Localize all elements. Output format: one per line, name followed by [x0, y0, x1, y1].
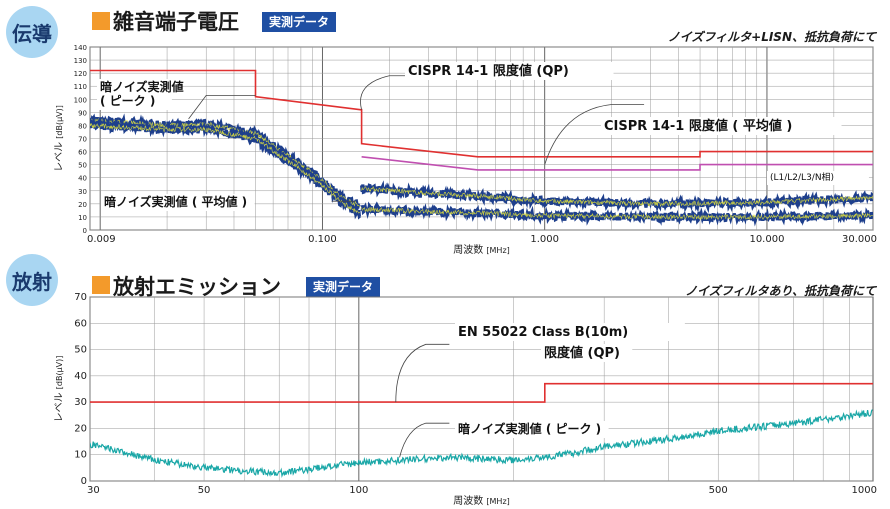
y-tick-label: 140	[74, 44, 87, 52]
x-tick-label: 10.000	[749, 234, 784, 245]
accent-square	[92, 276, 110, 294]
y-axis-label: レベル [dB(μV)]	[53, 356, 65, 423]
x-axis-label: 周波数 [MHz]	[453, 494, 510, 507]
measured-data-tag: 実測データ	[262, 12, 337, 32]
callout-leader	[399, 422, 450, 458]
y-tick-label: 110	[74, 83, 87, 91]
y-tick-label: 70	[74, 292, 87, 303]
callout-leader	[395, 343, 450, 403]
x-tick-label: 30	[87, 485, 100, 496]
measured-data-tag: 実測データ	[306, 277, 381, 297]
callout-leader	[360, 75, 415, 110]
x-tick-label: 500	[709, 485, 728, 496]
y-tick-label: 0	[81, 476, 87, 487]
callout-leader	[188, 94, 256, 120]
callout-cispr-avg: CISPR 14-1 限度値 ( 平均値 )	[601, 117, 842, 135]
x-tick-label: 0.009	[87, 234, 116, 245]
y-tick-label: 100	[74, 96, 87, 104]
x-tick-label: 1000	[852, 485, 877, 496]
y-tick-label: 60	[78, 149, 87, 157]
callout-cispr-qp: CISPR 14-1 限度値 (QP)	[405, 62, 614, 80]
callout-bg	[601, 117, 842, 135]
callout-bg	[767, 171, 869, 185]
y-tick-label: 50	[74, 345, 87, 356]
measurement-condition: ノイズフィルタ+LISN、抵抗負荷にて	[667, 30, 876, 44]
y-tick-label: 60	[74, 318, 87, 329]
callout-text: 暗ノイズ実測値	[100, 79, 184, 94]
callout-phase: (L1/L2/L3/N相)	[767, 171, 869, 185]
noise-trace-highlight	[90, 122, 361, 214]
y-tick-label: 30	[78, 188, 87, 196]
accent-square	[92, 12, 110, 30]
plot-data	[90, 382, 873, 479]
callout-bg	[405, 62, 614, 80]
y-axis-label: レベル [dB(μV)]	[53, 105, 65, 172]
callout-leader	[544, 104, 645, 165]
noise-trace-highlight	[361, 207, 873, 221]
y-tick-label: 50	[78, 162, 87, 170]
callout-text: 限度値 (QP)	[544, 345, 620, 361]
callout-bg	[455, 421, 609, 438]
y-tick-label: 40	[78, 175, 87, 183]
limit-line	[90, 382, 873, 403]
callout-bg	[97, 79, 172, 110]
x-tick-label: 50	[198, 485, 211, 496]
x-tick-label: 30.000	[842, 234, 877, 245]
section-title-radiated: 放射エミッション	[113, 275, 281, 299]
section-title-conducted: 雑音端子電圧	[113, 10, 239, 34]
section-badge-conducted: 伝導	[6, 6, 58, 58]
callout-bg	[541, 344, 633, 362]
y-tick-label: 10	[74, 450, 87, 461]
limit-line	[361, 156, 873, 171]
y-tick-label: 40	[74, 371, 87, 382]
x-tick-label: 1.000	[530, 234, 559, 245]
y-tick-label: 120	[74, 70, 87, 78]
callout-en55022: EN 55022 Class B(10m)	[455, 323, 685, 341]
y-tick-label: 130	[74, 57, 87, 65]
y-tick-label: 0	[83, 227, 87, 235]
noise-trace	[90, 116, 362, 220]
callout-limit-qp: 限度値 (QP)	[541, 344, 633, 362]
chart-1: 0 10 20 30 40 50 60 70 80 90 100 110 120 130 140 0.009 0…	[53, 44, 877, 256]
y-tick-label: 70	[78, 136, 87, 144]
callout-text: ( ピーク )	[100, 94, 155, 108]
callout-text: (L1/L2/L3/N相)	[770, 171, 834, 183]
x-tick-label: 100	[349, 485, 368, 496]
section-badge-radiated: 放射	[6, 254, 58, 306]
measurement-condition: ノイズフィルタあり、抵抗負荷にて	[685, 284, 876, 298]
callout-bg	[455, 323, 685, 341]
y-tick-label: 80	[78, 122, 87, 130]
plot-data	[90, 69, 873, 227]
callout-text: 暗ノイズ実測値 ( ピーク )	[458, 421, 601, 436]
callout-text: CISPR 14-1 限度値 (QP)	[408, 63, 569, 79]
callout-text: 暗ノイズ実測値 ( 平均値 )	[104, 194, 247, 209]
noise-trace	[90, 409, 873, 479]
noise-trace	[360, 180, 873, 214]
callout-radiated-peak: 暗ノイズ実測値 ( ピーク )	[455, 421, 609, 438]
x-tick-label: 0.100	[308, 234, 337, 245]
noise-trace-highlight	[90, 117, 361, 208]
x-axis-label: 周波数 [MHz]	[453, 243, 510, 256]
callout-text: EN 55022 Class B(10m)	[458, 325, 628, 340]
y-tick-label: 10	[78, 214, 87, 222]
y-tick-label: 20	[74, 423, 87, 434]
noise-trace	[360, 201, 873, 227]
y-tick-label: 20	[78, 201, 87, 209]
callout-bg	[101, 194, 255, 211]
limit-line	[90, 69, 873, 158]
callout-text: CISPR 14-1 限度値 ( 平均値 )	[604, 118, 792, 134]
y-tick-label: 30	[74, 397, 87, 408]
chart-2: 0 10 20 30 40 50 60 70 30 50 100 500 1000 周波数 [MHz] レベ…	[53, 292, 877, 507]
callout-peak: 暗ノイズ実測値( ピーク )	[97, 79, 184, 110]
noise-trace-highlight	[361, 186, 873, 207]
callout-average: 暗ノイズ実測値 ( 平均値 )	[101, 194, 255, 211]
y-tick-label: 90	[78, 109, 87, 117]
